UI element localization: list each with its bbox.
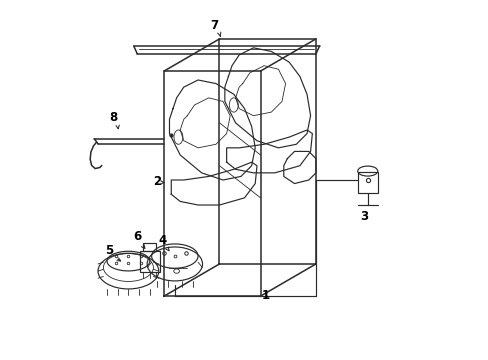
Text: 1: 1 xyxy=(262,289,269,302)
Text: 2: 2 xyxy=(153,175,162,188)
Text: 6: 6 xyxy=(133,230,141,243)
Text: 4: 4 xyxy=(159,234,167,247)
Text: 8: 8 xyxy=(109,111,117,123)
Text: 3: 3 xyxy=(359,210,367,223)
Text: 7: 7 xyxy=(210,19,218,32)
Text: 5: 5 xyxy=(105,244,113,257)
